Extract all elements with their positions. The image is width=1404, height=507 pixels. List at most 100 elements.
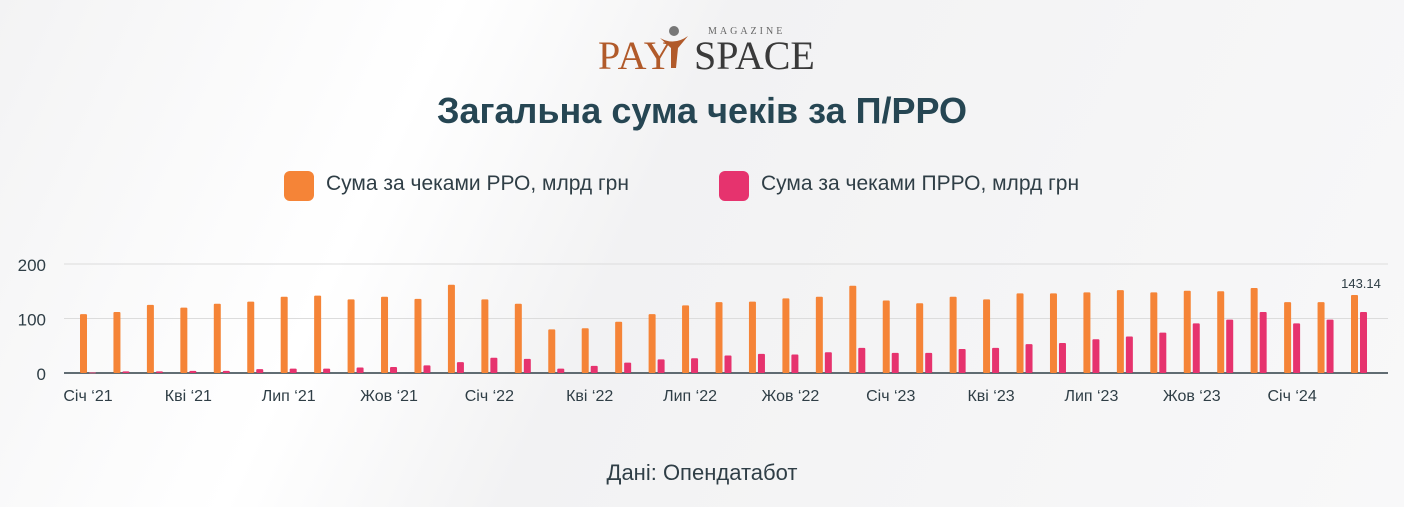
bar-rro	[548, 329, 556, 373]
bar-rro	[1217, 291, 1225, 373]
bar-rro	[1083, 292, 1091, 373]
bar-prro	[1159, 332, 1167, 373]
bar-rro	[782, 298, 790, 373]
bar-prro	[423, 365, 431, 373]
bar-prro	[490, 357, 498, 373]
bar-rro	[581, 328, 589, 373]
bar-prro	[456, 362, 464, 373]
bar-prro	[89, 372, 96, 374]
bar-rro	[146, 304, 154, 373]
x-tick-label: Лип ‘22	[663, 388, 717, 405]
bar-prro	[189, 370, 197, 373]
bar-rro	[180, 307, 188, 373]
bar-rro	[1049, 293, 1057, 373]
bar-rro	[682, 305, 690, 373]
bar-rro	[715, 302, 723, 373]
x-tick-label: Лип ‘21	[262, 388, 316, 405]
logo-tagline: MAGAZINE	[708, 26, 786, 37]
x-tick-label: Січ ‘24	[1267, 388, 1316, 405]
bar-prro	[757, 353, 765, 373]
bar-prro	[958, 349, 966, 373]
bar-rro	[347, 299, 355, 373]
x-tick-label: Жов ‘22	[761, 388, 819, 405]
bar-rro	[1150, 292, 1158, 373]
legend-swatch-prro	[719, 171, 749, 201]
bar-prro	[323, 368, 331, 373]
bar-prro	[1293, 323, 1301, 373]
bar-rro	[1284, 302, 1292, 373]
bar-prro	[590, 365, 598, 373]
bar-rro	[949, 296, 957, 373]
bar-prro	[858, 347, 866, 373]
x-tick-label: Лип ‘23	[1064, 388, 1118, 405]
bar-rro	[648, 314, 656, 373]
logo-brand-right: SPACE	[694, 33, 815, 78]
bar-prro	[523, 358, 531, 373]
bar-rro	[1116, 290, 1124, 373]
bar-rro	[1351, 294, 1358, 373]
bar-prro	[1360, 311, 1367, 373]
y-tick-label: 100	[18, 311, 46, 330]
bar-rro	[815, 296, 823, 373]
bar-rro	[414, 298, 422, 373]
bar-chart: 0 100 200 143.14 Січ ‘21 Кві ‘21 Лип ‘21 Жов ‘2…	[18, 256, 1388, 405]
bar-prro	[122, 371, 130, 373]
x-tick-label: Жов ‘23	[1163, 388, 1221, 405]
data-label: 143.14	[1341, 276, 1381, 291]
bar-prro	[925, 352, 933, 373]
bar-rro	[615, 321, 623, 373]
x-tick-label: Січ ‘21	[63, 388, 112, 405]
bar-prro	[289, 368, 297, 373]
bar-prro	[1192, 323, 1200, 373]
bar-rro	[1250, 287, 1258, 373]
bar-rro	[247, 301, 255, 373]
bar-rro	[280, 296, 288, 373]
bar-prro	[557, 368, 565, 373]
bar-rro	[80, 314, 87, 373]
bar-prro	[390, 367, 398, 373]
bar-prro	[1058, 343, 1066, 373]
bar-prro	[256, 369, 264, 373]
bar-prro	[1326, 319, 1334, 373]
bar-prro	[1226, 319, 1234, 373]
bar-prro	[356, 367, 364, 373]
x-tick-label: Жов ‘21	[360, 388, 418, 405]
bar-prro	[691, 358, 699, 373]
bar-prro	[824, 352, 832, 373]
bar-prro	[1092, 339, 1100, 373]
legend-swatch-rro	[284, 171, 314, 201]
legend-label-prro: Сума за чеками ПРРО, млрд грн	[761, 172, 1080, 195]
bar-rro	[447, 284, 455, 373]
bar-rro	[849, 285, 857, 373]
x-tick-label: Січ ‘22	[465, 388, 514, 405]
chart-title: Загальна сума чеків за П/РРО	[436, 90, 968, 131]
bar-prro	[724, 355, 732, 373]
x-tick-label: Кві ‘22	[566, 388, 613, 405]
bar-rro	[1016, 293, 1024, 373]
bar-rro	[1183, 290, 1191, 373]
logo-brand-left: PAY	[598, 33, 674, 78]
bar-rro	[748, 301, 756, 373]
bar-rro	[314, 295, 322, 373]
x-tick-label: Січ ‘23	[866, 388, 915, 405]
bar-rro	[882, 300, 890, 373]
bar-prro	[222, 370, 230, 373]
bar-rro	[381, 296, 389, 373]
payspace-logo: MAGAZINE PAY SPACE	[598, 22, 815, 78]
logo-figure-icon	[660, 26, 688, 68]
x-tick-label: Кві ‘23	[967, 388, 1014, 405]
bar-prro	[155, 371, 163, 373]
legend-label-rro: Сума за чеками РРО, млрд грн	[326, 172, 629, 195]
bar-rro	[983, 299, 991, 373]
bar-prro	[891, 352, 899, 373]
y-tick-label: 0	[37, 365, 46, 384]
x-tick-label: Кві ‘21	[165, 388, 212, 405]
bar-prro	[791, 354, 799, 373]
chart-legend: Сума за чеками РРО, млрд грн Сума за чек…	[0, 168, 1404, 202]
bar-prro	[1125, 336, 1133, 373]
bar-prro	[1259, 311, 1267, 373]
bar-rro	[916, 303, 924, 373]
bar-prro	[992, 347, 1000, 373]
bar-rro	[1317, 302, 1325, 373]
